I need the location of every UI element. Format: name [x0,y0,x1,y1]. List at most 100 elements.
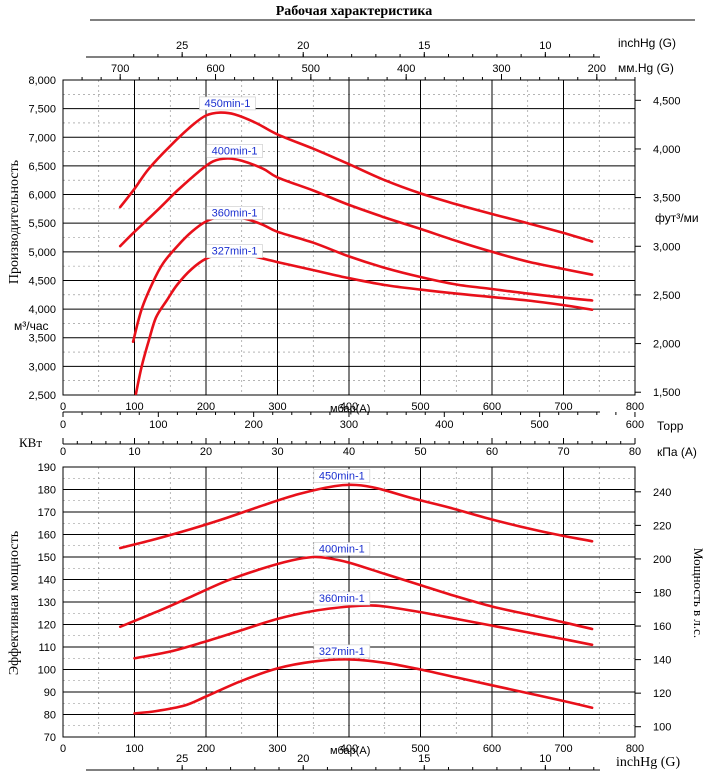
torr-tick-label: 500 [530,419,548,431]
capacity-y-label: Производительность [7,160,22,284]
x-tick-label: 800 [626,401,644,413]
y2-tick-label: 120 [653,688,671,700]
series-label-box [206,244,263,258]
kpa-axis-label: кПа (A) [657,445,697,459]
x-tick-label: 300 [268,743,286,755]
inchhg-axis-label: inchHg (G) [618,36,676,50]
capacity-panel: 0 100 200 300 400 500 600 700 800 мбар(A) 2,500 3,0… [28,75,680,415]
x-tick-label: 400 [340,743,358,755]
y2-tick-label: 160 [653,621,671,633]
series-line-400min-1 [118,157,594,276]
y-tick-label: 7,000 [28,132,56,144]
torr-axis-label: Торр [657,419,684,433]
bottom-inchhg-tick-label: 20 [297,753,309,765]
torr-tick-label: 100 [149,419,167,431]
x-tick-label: 100 [125,743,143,755]
y-tick-label: 4,000 [28,304,56,316]
y-tick-label: 6,000 [28,190,56,202]
torr-tick-label: 0 [60,419,66,431]
mmhg-tick-label: 400 [397,63,415,75]
x-tick-label: 400 [340,401,358,413]
y-tick-label: 140 [38,575,56,587]
y-tick-label: 130 [38,597,56,609]
series-label-450min-1: 450min-1 [205,98,251,110]
inchhg-tick-label: 20 [297,40,309,52]
x-tick-label: 200 [197,401,215,413]
power-y-label: Эффективная мощность [7,531,22,675]
kpa-tick-label: 70 [557,446,569,458]
inchhg-tick-label: 15 [418,40,430,52]
x-tick-label: 800 [626,743,644,755]
series-line-360min-1 [131,215,594,343]
x-tick-label: 0 [60,743,66,755]
x-tick-label: 500 [411,401,429,413]
series-label-450min-1: 450min-1 [319,470,365,482]
kpa-tick-label: 60 [486,446,498,458]
y-tick-label: 170 [38,507,56,519]
y-tick-label: 120 [38,620,56,632]
power-y-unit: КВт [19,435,42,450]
series-label-box [313,542,371,556]
y2-tick-label: 4,000 [653,144,681,156]
y2-tick-label: 4,500 [653,95,681,107]
series-label-box [313,591,371,606]
mmhg-tick-label: 600 [206,63,224,75]
y2-tick-label: 140 [653,655,671,667]
y-tick-label: 110 [38,642,56,654]
x-tick-label: 0 [60,401,66,413]
chart-title: Рабочая характеристика [276,4,433,19]
mmhg-tick-label: 700 [111,63,129,75]
y2-tick-label: 2,000 [653,339,681,351]
series-line-450min-1 [118,111,594,243]
torr-tick-label: 400 [435,419,453,431]
power-panel: 0 100 200 300 400 500 600 700 800 мбар(A) 70 80 90 10… [38,462,672,757]
y-tick-label: 7,500 [28,104,56,116]
x-tick-label: 700 [554,401,572,413]
series-label-327min-1: 327min-1 [212,246,258,258]
y-tick-label: 8,000 [28,75,56,87]
y-tick-label: 80 [44,710,56,722]
x-tick-label: 100 [125,401,143,413]
y-tick-label: 5,500 [28,218,56,230]
kpa-tick-label: 20 [200,446,212,458]
y-tick-label: 6,500 [28,161,56,173]
series-line-450min-1 [118,483,594,550]
y2-tick-label: 3,000 [653,241,681,253]
y-tick-label: 190 [38,462,56,474]
y-tick-label: 160 [38,530,56,542]
series-line-327min-1 [133,658,594,715]
y-tick-label: 100 [38,665,56,677]
series-label-box [313,469,371,483]
x-tick-label: 500 [411,743,429,755]
y2-tick-label: 1,500 [653,387,681,399]
y-tick-label: 70 [44,732,56,744]
y2-tick-label: 220 [653,520,671,532]
y-tick-label: 5,000 [28,247,56,259]
bottom-inchhg-tick-label: 15 [418,753,430,765]
capacity-y2-unit: фут³/ми [655,211,699,225]
bottom-inchhg-tick-label: 25 [176,753,188,765]
y2-tick-label: 240 [653,487,671,499]
series-label-box [313,644,371,659]
inchhg-tick-label: 25 [176,40,188,52]
x-tick-label: 300 [268,401,286,413]
x-unit-label: мбар(A) [330,403,370,415]
y2-tick-label: 100 [653,722,671,734]
x-tick-label: 600 [483,401,501,413]
x-tick-label: 700 [554,743,572,755]
kpa-tick-label: 0 [60,446,66,458]
series-label-327min-1: 327min-1 [319,646,365,658]
y-tick-label: 4,500 [28,275,56,287]
y-tick-label: 150 [38,552,56,564]
y-tick-label: 3,500 [28,333,56,345]
mmhg-tick-label: 300 [492,63,510,75]
x-unit-label: мбар(A) [330,745,370,757]
y2-tick-label: 3,500 [653,193,681,205]
inchhg-tick-label: 10 [539,40,551,52]
kpa-tick-label: 50 [414,446,426,458]
kpa-tick-label: 10 [128,446,140,458]
power-y2-label: Мощность в л.с. [691,548,706,638]
mmhg-axis-label: мм.Hg (G) [618,61,674,75]
series-label-400min-1: 400min-1 [319,544,365,556]
